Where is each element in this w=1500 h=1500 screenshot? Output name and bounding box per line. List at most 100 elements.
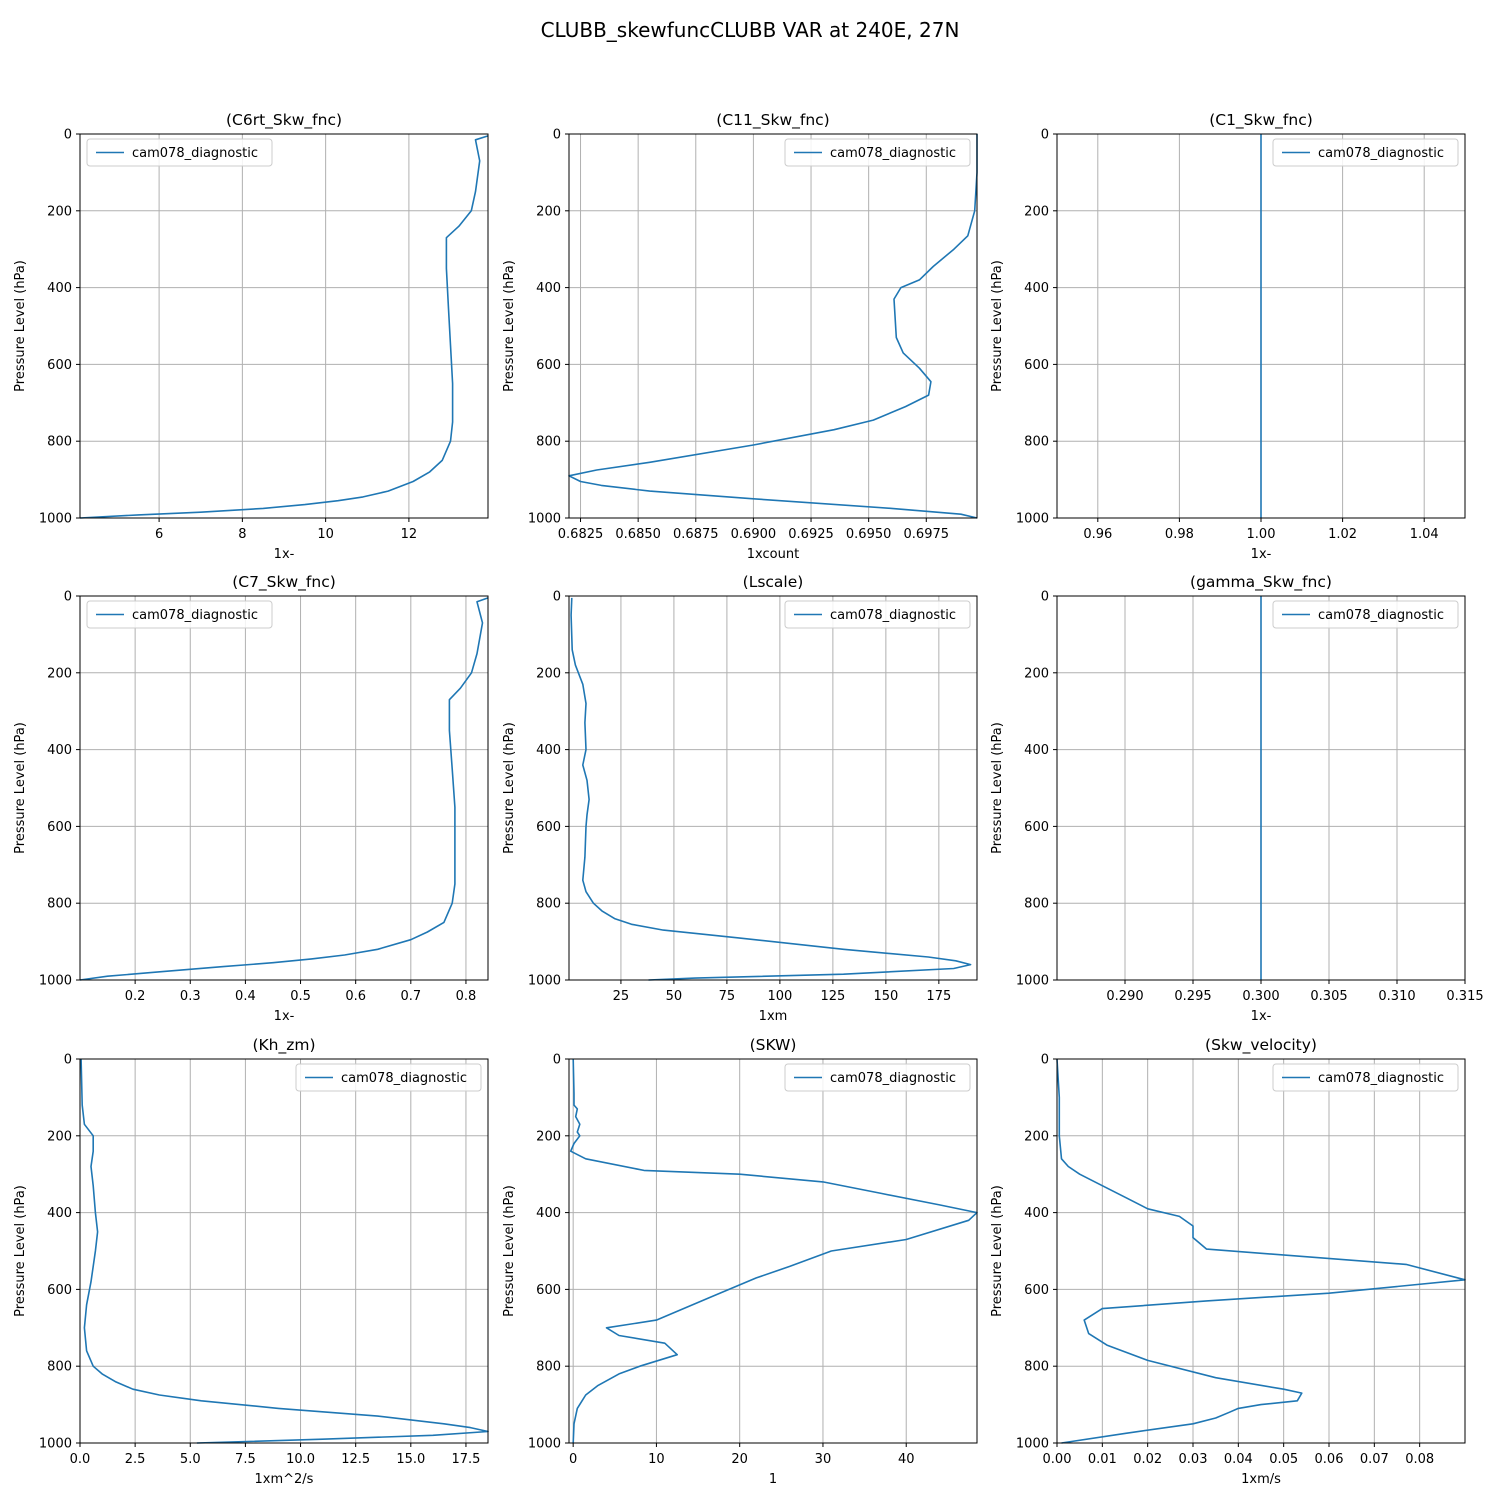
x-tick-label: 0.6875 [673,527,719,542]
subplot-title: (C1_Skw_fnc) [1209,111,1313,130]
legend: cam078_diagnostic [1272,1063,1459,1092]
y-tick-label: 800 [536,897,561,912]
y-tick-label: 200 [536,1129,561,1144]
y-tick-label: 200 [47,204,72,219]
legend-box [86,600,273,629]
axes-frame [568,133,978,519]
legend-box [1272,600,1459,629]
x-axis-label: 1xm/s [1241,1472,1281,1487]
subplot-5: 25 50 75 100 125 150 175 0 200 400 600 800 1000 (Lsca… [502,573,978,1024]
y-tick-label: 1000 [528,1437,561,1452]
subplot-title: (C11_Skw_fnc) [716,111,829,130]
legend-label: cam078_diagnostic [1318,146,1444,161]
x-tick-label: 0.07 [1360,1452,1389,1467]
y-axis-label: Pressure Level (hPa) [990,722,1005,854]
axes-frame [79,595,489,981]
x-tick-label: 0.06 [1315,1452,1344,1467]
legend-box [86,138,273,167]
x-tick-label: 0.2 [125,989,146,1004]
y-axis-label: Pressure Level (hPa) [990,1185,1005,1317]
x-axis-label: 1xcount [747,547,799,562]
legend-label: cam078_diagnostic [341,1071,467,1086]
y-axis-label: Pressure Level (hPa) [13,1185,28,1317]
y-tick-label: 1000 [528,512,561,527]
subplot-title: (C6rt_Skw_fnc) [226,111,342,130]
y-axis-label: Pressure Level (hPa) [13,260,28,392]
y-tick-label: 600 [536,358,561,373]
y-tick-label: 1000 [39,1437,72,1452]
x-tick-label: 1.02 [1328,527,1357,542]
legend: cam078_diagnostic [86,138,273,167]
subplot-8: 0 10 20 30 4002004006008001000(SKW)1Pressure… [502,1036,978,1487]
x-tick-label: 1.00 [1247,527,1276,542]
y-tick-label: 0 [553,128,561,143]
x-tick-label: 25 [613,989,630,1004]
y-tick-label: 800 [1024,897,1049,912]
x-tick-label: 0.02 [1133,1452,1162,1467]
y-tick-label: 200 [47,666,72,681]
y-tick-label: 400 [47,743,72,758]
y-axis-label: Pressure Level (hPa) [502,722,517,854]
series-line-1 [570,597,972,981]
y-tick-label: 1000 [528,974,561,989]
x-tick-label: 40 [898,1452,915,1467]
x-tick-label: 0.315 [1446,989,1483,1004]
figure-title: CLUBB_skewfuncCLUBB VAR at 240E, 27N [541,18,960,42]
series-line-1 [80,1058,489,1444]
y-tick-label: 1000 [39,512,72,527]
x-tick-label: 175 [926,989,951,1004]
legend-box [784,600,971,629]
legend: cam078_diagnostic [86,600,273,629]
y-tick-label: 600 [47,1283,72,1298]
x-tick-label: 0.05 [1269,1452,1298,1467]
y-tick-label: 800 [47,435,72,450]
legend: cam078_diagnostic [784,138,971,167]
y-tick-label: 1000 [1016,974,1049,989]
x-tick-label: 15.0 [396,1452,425,1467]
subplot-6: 0.290 0.295 0.300 0.305 0.310 0.315 0 200 400 600… [990,573,1484,1024]
x-axis-label: 1x- [1251,1009,1272,1024]
x-tick-label: 8 [238,527,246,542]
x-tick-label: 0.3 [180,989,201,1004]
series-line-1 [569,1058,978,1444]
y-tick-label: 600 [536,820,561,835]
x-tick-label: 10.0 [286,1452,315,1467]
y-tick-label: 800 [1024,435,1049,450]
axes-frame [79,133,489,519]
y-tick-label: 800 [536,1360,561,1375]
x-tick-label: 0.00 [1043,1452,1072,1467]
x-tick-label: 5.0 [180,1452,201,1467]
x-tick-label: 1.04 [1410,527,1439,542]
legend-label: cam078_diagnostic [1318,1071,1444,1086]
axes-frame [568,595,978,981]
y-tick-label: 600 [47,820,72,835]
y-tick-label: 400 [536,281,561,296]
x-tick-label: 0.96 [1083,527,1112,542]
y-tick-label: 200 [47,1129,72,1144]
legend: cam078_diagnostic [1272,600,1459,629]
x-tick-label: 75 [719,989,736,1004]
y-tick-label: 600 [536,1283,561,1298]
y-tick-label: 400 [47,1206,72,1221]
y-tick-label: 800 [47,897,72,912]
y-tick-label: 400 [536,1206,561,1221]
legend-box [784,138,971,167]
y-tick-label: 600 [1024,358,1049,373]
x-tick-label: 6 [155,527,163,542]
y-tick-label: 1000 [1016,1437,1049,1452]
y-tick-label: 400 [47,281,72,296]
subplot-2: 0.6825 0.6850 0.6875 0.6900 0.6925 0.6950 0.69… [502,111,978,562]
y-tick-label: 800 [47,1360,72,1375]
x-tick-label: 150 [873,989,898,1004]
x-tick-label: 0.310 [1378,989,1415,1004]
x-tick-label: 12 [401,527,418,542]
subplot-7: 0.0 2.5 5.0 7.5 10.0 12.5 15.0 17.5 0 200 400 600 80… [13,1036,489,1487]
y-tick-label: 0 [1041,128,1049,143]
legend-label: cam078_diagnostic [830,1071,956,1086]
y-tick-label: 0 [1041,590,1049,605]
subplot-title: (gamma_Skw_fnc) [1190,573,1332,592]
x-tick-label: 2.5 [125,1452,146,1467]
x-tick-label: 0.5 [290,989,311,1004]
x-axis-label: 1xm^2/s [255,1472,314,1487]
x-tick-label: 0.6850 [615,527,661,542]
